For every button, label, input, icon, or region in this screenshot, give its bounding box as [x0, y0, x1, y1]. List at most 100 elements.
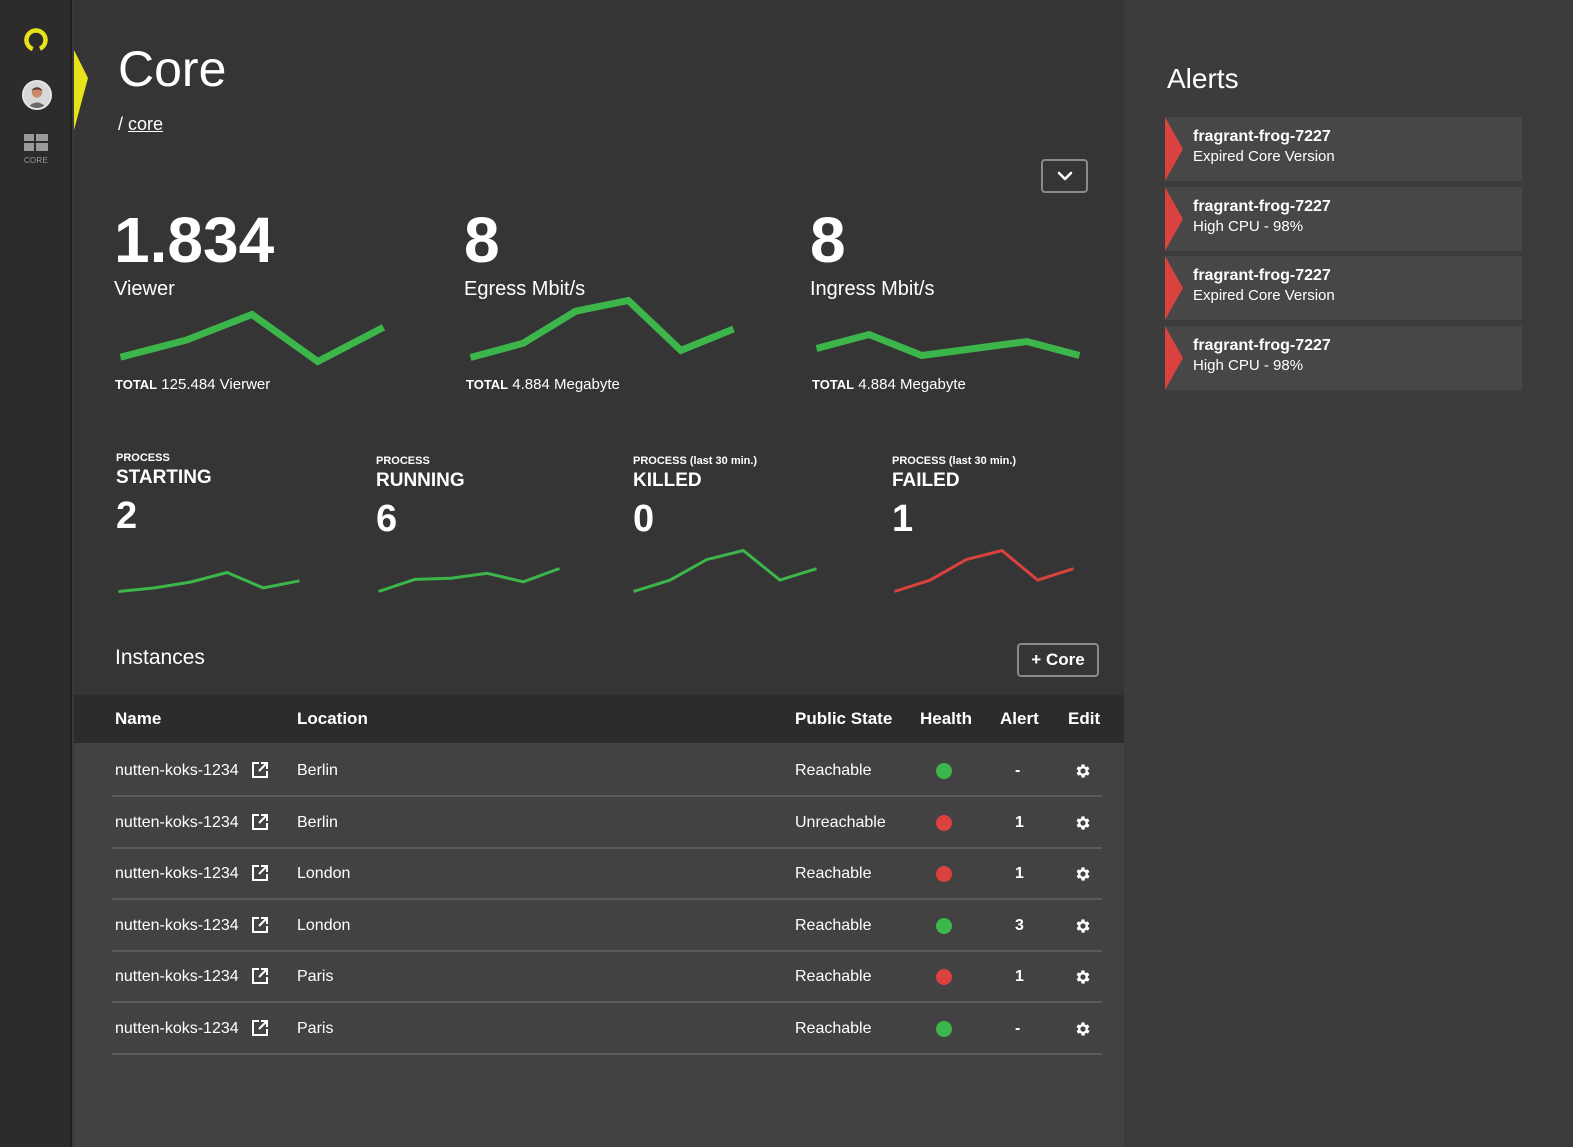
instances-table-body — [74, 743, 1124, 1147]
page-accent-marker — [74, 50, 88, 130]
external-link-icon[interactable] — [251, 761, 269, 779]
nav-rail: CORE — [0, 0, 72, 1147]
instance-alert-count: 1 — [1015, 813, 1024, 831]
stat-ingress: 8 Ingress Mbit/s TOTAL 4.884 Megabyte — [810, 208, 966, 393]
column-header-name: Name — [115, 709, 162, 728]
instance-location: Berlin — [297, 813, 338, 831]
stat-viewer: 1.834 Viewer TOTAL 125.484 Vierwer — [114, 204, 275, 393]
alert-message: Expired Core Version — [1193, 148, 1335, 165]
gear-icon[interactable] — [1074, 865, 1092, 883]
stat-egress: 8 Egress Mbit/s TOTAL 4.884 Megabyte — [464, 208, 620, 393]
process-running: PROCESS RUNNING 6 — [376, 455, 465, 541]
instances-table-header: Name Location Public State Health Alert … — [74, 695, 1124, 743]
alert-instance-name: fragrant-frog-7227 — [1193, 197, 1331, 215]
sparkline-series — [378, 567, 561, 593]
instance-alert-count: 1 — [1015, 865, 1024, 882]
collapse-button[interactable] — [1041, 159, 1088, 193]
alert-message: Expired Core Version — [1193, 287, 1335, 305]
external-link-icon[interactable] — [251, 813, 269, 831]
instance-alert-count: 3 — [1015, 916, 1024, 934]
table-row: nutten-koks-1234 London Reachable 1 — [112, 848, 1102, 900]
instance-public-state: Reachable — [795, 865, 872, 882]
health-indicator — [936, 969, 952, 985]
alert-card[interactable]: fragrant-frog-7227 Expired Core Version — [1165, 117, 1522, 181]
table-row: nutten-koks-1234 Paris Reachable 1 — [112, 951, 1102, 1003]
breadcrumb-separator: / — [118, 114, 124, 134]
instance-name: nutten-koks-1234 — [115, 968, 239, 985]
instance-public-state: Reachable — [795, 968, 872, 985]
instance-alert-count: 1 — [1015, 968, 1024, 985]
breadcrumb-link-core[interactable]: core — [128, 114, 164, 134]
breadcrumb: / core — [118, 114, 163, 135]
nav-item-core[interactable]: CORE — [14, 134, 58, 165]
process-state: RUNNING — [376, 470, 465, 491]
instance-alert-count: - — [1015, 1019, 1021, 1037]
sparkline-series — [119, 310, 386, 366]
process-starting: PROCESS STARTING 2 — [116, 452, 212, 538]
stat-total: TOTAL 125.484 Vierwer — [115, 376, 270, 393]
alert-instance-name: fragrant-frog-7227 — [1193, 337, 1331, 355]
stat-total: TOTAL 4.884 Megabyte — [812, 376, 966, 393]
instance-name: nutten-koks-1234 — [115, 865, 239, 882]
sparkline-ingress — [815, 330, 1081, 360]
stat-label: Ingress Mbit/s — [810, 278, 935, 300]
column-header-public-state: Public State — [795, 709, 893, 728]
sparkline-starting — [118, 570, 300, 593]
alert-card[interactable]: fragrant-frog-7227 High CPU - 98% — [1165, 186, 1522, 251]
column-header-edit: Edit — [1068, 709, 1101, 728]
external-link-icon[interactable] — [251, 864, 269, 882]
column-header-alert: Alert — [1000, 709, 1039, 728]
alert-flag-icon — [1165, 326, 1183, 391]
health-indicator — [936, 917, 952, 934]
stat-total-value: 4.884 Megabyte — [512, 376, 620, 393]
table-row: nutten-koks-1234 Paris Reachable - — [112, 1003, 1102, 1055]
sparkline-series — [118, 570, 300, 593]
process-caption: PROCESS (last 30 min.) — [892, 455, 1017, 467]
external-link-icon[interactable] — [251, 916, 269, 934]
process-killed: PROCESS (last 30 min.) KILLED 0 — [633, 455, 757, 541]
instance-location: London — [297, 916, 351, 934]
avatar-icon — [24, 82, 50, 108]
process-count: 6 — [376, 498, 398, 540]
alert-instance-name: fragrant-frog-7227 — [1193, 128, 1331, 145]
user-avatar[interactable] — [22, 80, 52, 110]
stat-value: 1.834 — [114, 204, 275, 276]
stat-total-key: TOTAL — [115, 377, 158, 392]
column-header-health: Health — [920, 709, 972, 728]
instance-location: Berlin — [297, 762, 338, 779]
dashboard-grid-icon — [24, 134, 48, 151]
stat-total-value: 4.884 Megabyte — [858, 376, 966, 393]
stat-label: Egress Mbit/s — [464, 278, 586, 300]
instance-public-state: Unreachable — [795, 813, 886, 831]
alert-instance-name: fragrant-frog-7227 — [1193, 267, 1331, 285]
table-row: nutten-koks-1234 Berlin Unreachable 1 — [112, 797, 1102, 849]
instance-public-state: Reachable — [795, 762, 872, 779]
external-link-icon[interactable] — [251, 967, 269, 985]
alert-message: High CPU - 98% — [1193, 217, 1304, 235]
process-count: 1 — [892, 498, 914, 540]
alert-flag-icon — [1165, 186, 1183, 251]
add-core-button[interactable]: + Core — [1017, 643, 1099, 677]
external-link-icon[interactable] — [251, 1019, 269, 1037]
stat-label: Viewer — [114, 278, 175, 300]
sparkline-series — [633, 548, 817, 593]
gear-icon[interactable] — [1074, 762, 1092, 780]
gear-icon[interactable] — [1074, 968, 1092, 986]
gear-icon[interactable] — [1074, 917, 1092, 935]
alerts-title: Alerts — [1167, 63, 1239, 94]
instance-name: nutten-koks-1234 — [115, 916, 239, 934]
chevron-down-icon — [1057, 171, 1072, 181]
instance-alert-count: - — [1015, 762, 1021, 779]
page-title: Core — [118, 41, 227, 97]
table-row: nutten-koks-1234 London Reachable 3 — [112, 900, 1102, 952]
alert-card[interactable]: fragrant-frog-7227 Expired Core Version — [1165, 256, 1522, 321]
sparkline-egress — [469, 296, 735, 361]
instance-location: London — [297, 865, 351, 882]
alert-card[interactable]: fragrant-frog-7227 High CPU - 98% — [1165, 326, 1522, 391]
sparkline-viewer — [119, 310, 386, 366]
sparkline-killed — [633, 548, 817, 593]
gear-icon[interactable] — [1074, 1020, 1092, 1038]
gear-icon[interactable] — [1074, 814, 1092, 832]
logo-icon[interactable] — [22, 26, 50, 54]
sparkline-failed — [894, 548, 1074, 593]
